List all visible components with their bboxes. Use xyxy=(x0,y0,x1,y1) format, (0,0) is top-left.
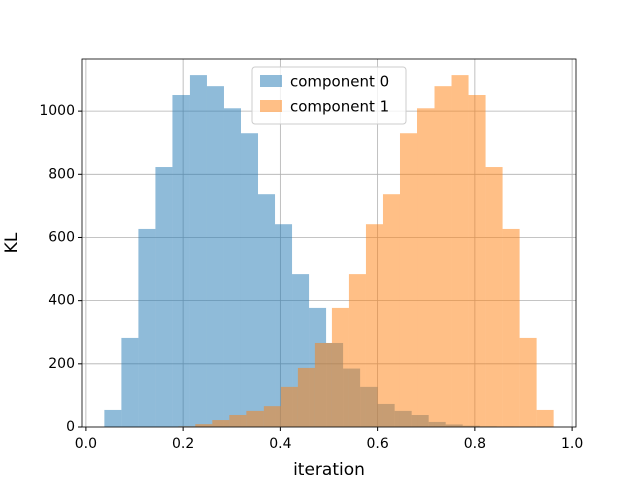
y-tick-label: 1000 xyxy=(39,103,75,119)
legend-swatch xyxy=(260,75,282,87)
bar xyxy=(434,86,452,428)
x-tick-label: 0.6 xyxy=(366,436,388,452)
bar xyxy=(258,194,276,427)
y-tick-label: 800 xyxy=(48,166,75,182)
bar xyxy=(138,228,156,427)
bar xyxy=(240,133,259,428)
bar xyxy=(206,86,224,428)
y-tick-label: 600 xyxy=(48,229,75,245)
bar xyxy=(246,410,264,427)
bar xyxy=(155,167,173,428)
y-tick-label: 0 xyxy=(66,419,75,435)
bar xyxy=(104,409,122,427)
x-tick-label: 0.0 xyxy=(75,436,97,452)
y-tick-label: 200 xyxy=(48,356,75,372)
bar xyxy=(485,167,503,428)
bar xyxy=(172,95,190,427)
bar xyxy=(263,406,281,427)
bar xyxy=(229,414,247,427)
bar xyxy=(417,108,435,427)
bar xyxy=(212,420,230,427)
bar xyxy=(331,307,349,427)
bar xyxy=(121,337,139,427)
bar xyxy=(297,367,315,427)
y-tick-label: 400 xyxy=(48,293,75,309)
bar xyxy=(502,228,520,427)
x-tick-label: 1.0 xyxy=(561,436,583,452)
x-tick-label: 0.8 xyxy=(464,436,486,452)
legend-swatch xyxy=(260,100,282,112)
bar xyxy=(399,133,418,428)
bar xyxy=(536,409,554,427)
legend: component 0 component 1 xyxy=(251,66,407,125)
bar xyxy=(451,75,469,428)
legend-label: component 1 xyxy=(290,98,389,116)
bar xyxy=(195,424,213,427)
bar xyxy=(189,75,207,428)
bar xyxy=(348,274,366,427)
x-axis-label: iteration xyxy=(293,460,365,480)
plot-frame xyxy=(81,58,577,428)
legend-box xyxy=(251,66,407,125)
x-tick-label: 0.4 xyxy=(269,436,291,452)
bar xyxy=(519,337,537,427)
bar xyxy=(314,342,332,427)
y-axis-label: KL xyxy=(2,232,22,253)
bar xyxy=(468,95,486,427)
bar xyxy=(223,108,241,427)
x-tick-label: 0.2 xyxy=(172,436,194,452)
legend-label: component 0 xyxy=(290,73,389,91)
bar xyxy=(275,224,293,427)
bar xyxy=(365,224,383,427)
bar xyxy=(280,386,298,427)
bar xyxy=(382,194,400,427)
